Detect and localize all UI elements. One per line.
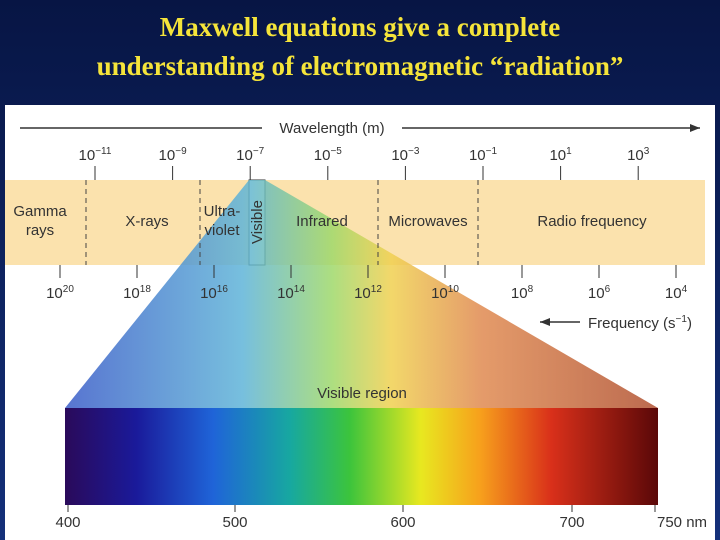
tick-exp: 4 xyxy=(682,284,688,295)
tick-base: 10 xyxy=(354,285,371,302)
frequency-label: Frequency (s−1) xyxy=(588,314,692,332)
title-line: Maxwell equations give a complete xyxy=(160,12,560,42)
nm-tick-label: 400 xyxy=(55,514,80,531)
band-label: Ultra- xyxy=(204,203,241,220)
tick-base: 10 xyxy=(549,147,566,164)
band-label: Radio frequency xyxy=(537,213,647,230)
tick-base: 10 xyxy=(511,285,528,302)
band-label: rays xyxy=(26,222,54,239)
tick-exp: 14 xyxy=(294,284,306,295)
tick-label: 10−9 xyxy=(159,146,188,164)
tick-base: 10 xyxy=(627,147,644,164)
tick-exp: −5 xyxy=(330,146,342,157)
tick-base: 10 xyxy=(277,285,294,302)
tick-exp: −3 xyxy=(408,146,420,157)
wavelength-label: Wavelength (m) xyxy=(279,120,384,137)
tick-base: 10 xyxy=(431,285,448,302)
tick-exp: 8 xyxy=(528,284,534,295)
tick-label: 10−11 xyxy=(79,146,112,164)
tick-base: 10 xyxy=(469,147,486,164)
band-label: Visible xyxy=(249,200,266,244)
tick-label: 101 xyxy=(549,146,572,164)
tick-exp: 3 xyxy=(644,146,650,157)
tick-exp: 16 xyxy=(217,284,229,295)
label-bg xyxy=(262,118,402,138)
tick-base: 10 xyxy=(391,147,408,164)
nm-tick-label: 600 xyxy=(390,514,415,531)
tick-base: 10 xyxy=(79,147,96,164)
visible-region-label: Visible region xyxy=(317,385,407,402)
band-label: Infrared xyxy=(296,213,348,230)
tick-exp: 6 xyxy=(605,284,611,295)
tick-base: 10 xyxy=(588,285,605,302)
tick-label: 1012 xyxy=(354,284,382,302)
tick-base: 10 xyxy=(236,147,253,164)
tick-label: 108 xyxy=(511,284,534,302)
arrow-head xyxy=(690,124,700,132)
tick-base: 10 xyxy=(159,147,176,164)
tick-exp: −11 xyxy=(95,146,112,157)
label-text: Frequency (s xyxy=(588,315,676,332)
nm-tick-label: 500 xyxy=(222,514,247,531)
tick-label: 10−3 xyxy=(391,146,420,164)
tick-label: 103 xyxy=(627,146,650,164)
tick-label: 10−7 xyxy=(236,146,265,164)
tick-label: 1016 xyxy=(200,284,228,302)
label-end: ) xyxy=(687,315,692,332)
tick-exp: 12 xyxy=(371,284,383,295)
tick-label: 10−1 xyxy=(469,146,498,164)
nm-tick-label: 750 nm xyxy=(657,514,707,531)
band-label: Gamma xyxy=(13,203,67,220)
tick-label: 106 xyxy=(588,284,611,302)
visible-fan xyxy=(65,180,658,408)
arrow-head xyxy=(540,318,550,326)
tick-label: 10−5 xyxy=(314,146,343,164)
tick-label: 1018 xyxy=(123,284,151,302)
tick-label: 1014 xyxy=(277,284,305,302)
tick-label: 104 xyxy=(665,284,688,302)
tick-base: 10 xyxy=(200,285,217,302)
label-exp: −1 xyxy=(676,314,688,325)
tick-label: 1010 xyxy=(431,284,459,302)
tick-exp: 20 xyxy=(63,284,75,295)
tick-base: 10 xyxy=(123,285,140,302)
tick-exp: 1 xyxy=(566,146,572,157)
nm-tick-label: 700 xyxy=(559,514,584,531)
title-line: understanding of electromagnetic “radiat… xyxy=(97,51,624,81)
tick-base: 10 xyxy=(46,285,63,302)
band-label: X-rays xyxy=(125,213,168,230)
tick-base: 10 xyxy=(314,147,331,164)
tick-exp: 18 xyxy=(140,284,152,295)
tick-exp: −1 xyxy=(486,146,498,157)
tick-exp: −7 xyxy=(253,146,265,157)
tick-label: 1020 xyxy=(46,284,74,302)
tick-exp: −9 xyxy=(175,146,187,157)
band-label: violet xyxy=(204,222,240,239)
visible-spectrum xyxy=(65,408,658,505)
tick-exp: 10 xyxy=(448,284,460,295)
tick-base: 10 xyxy=(665,285,682,302)
band-label: Microwaves xyxy=(388,213,467,230)
